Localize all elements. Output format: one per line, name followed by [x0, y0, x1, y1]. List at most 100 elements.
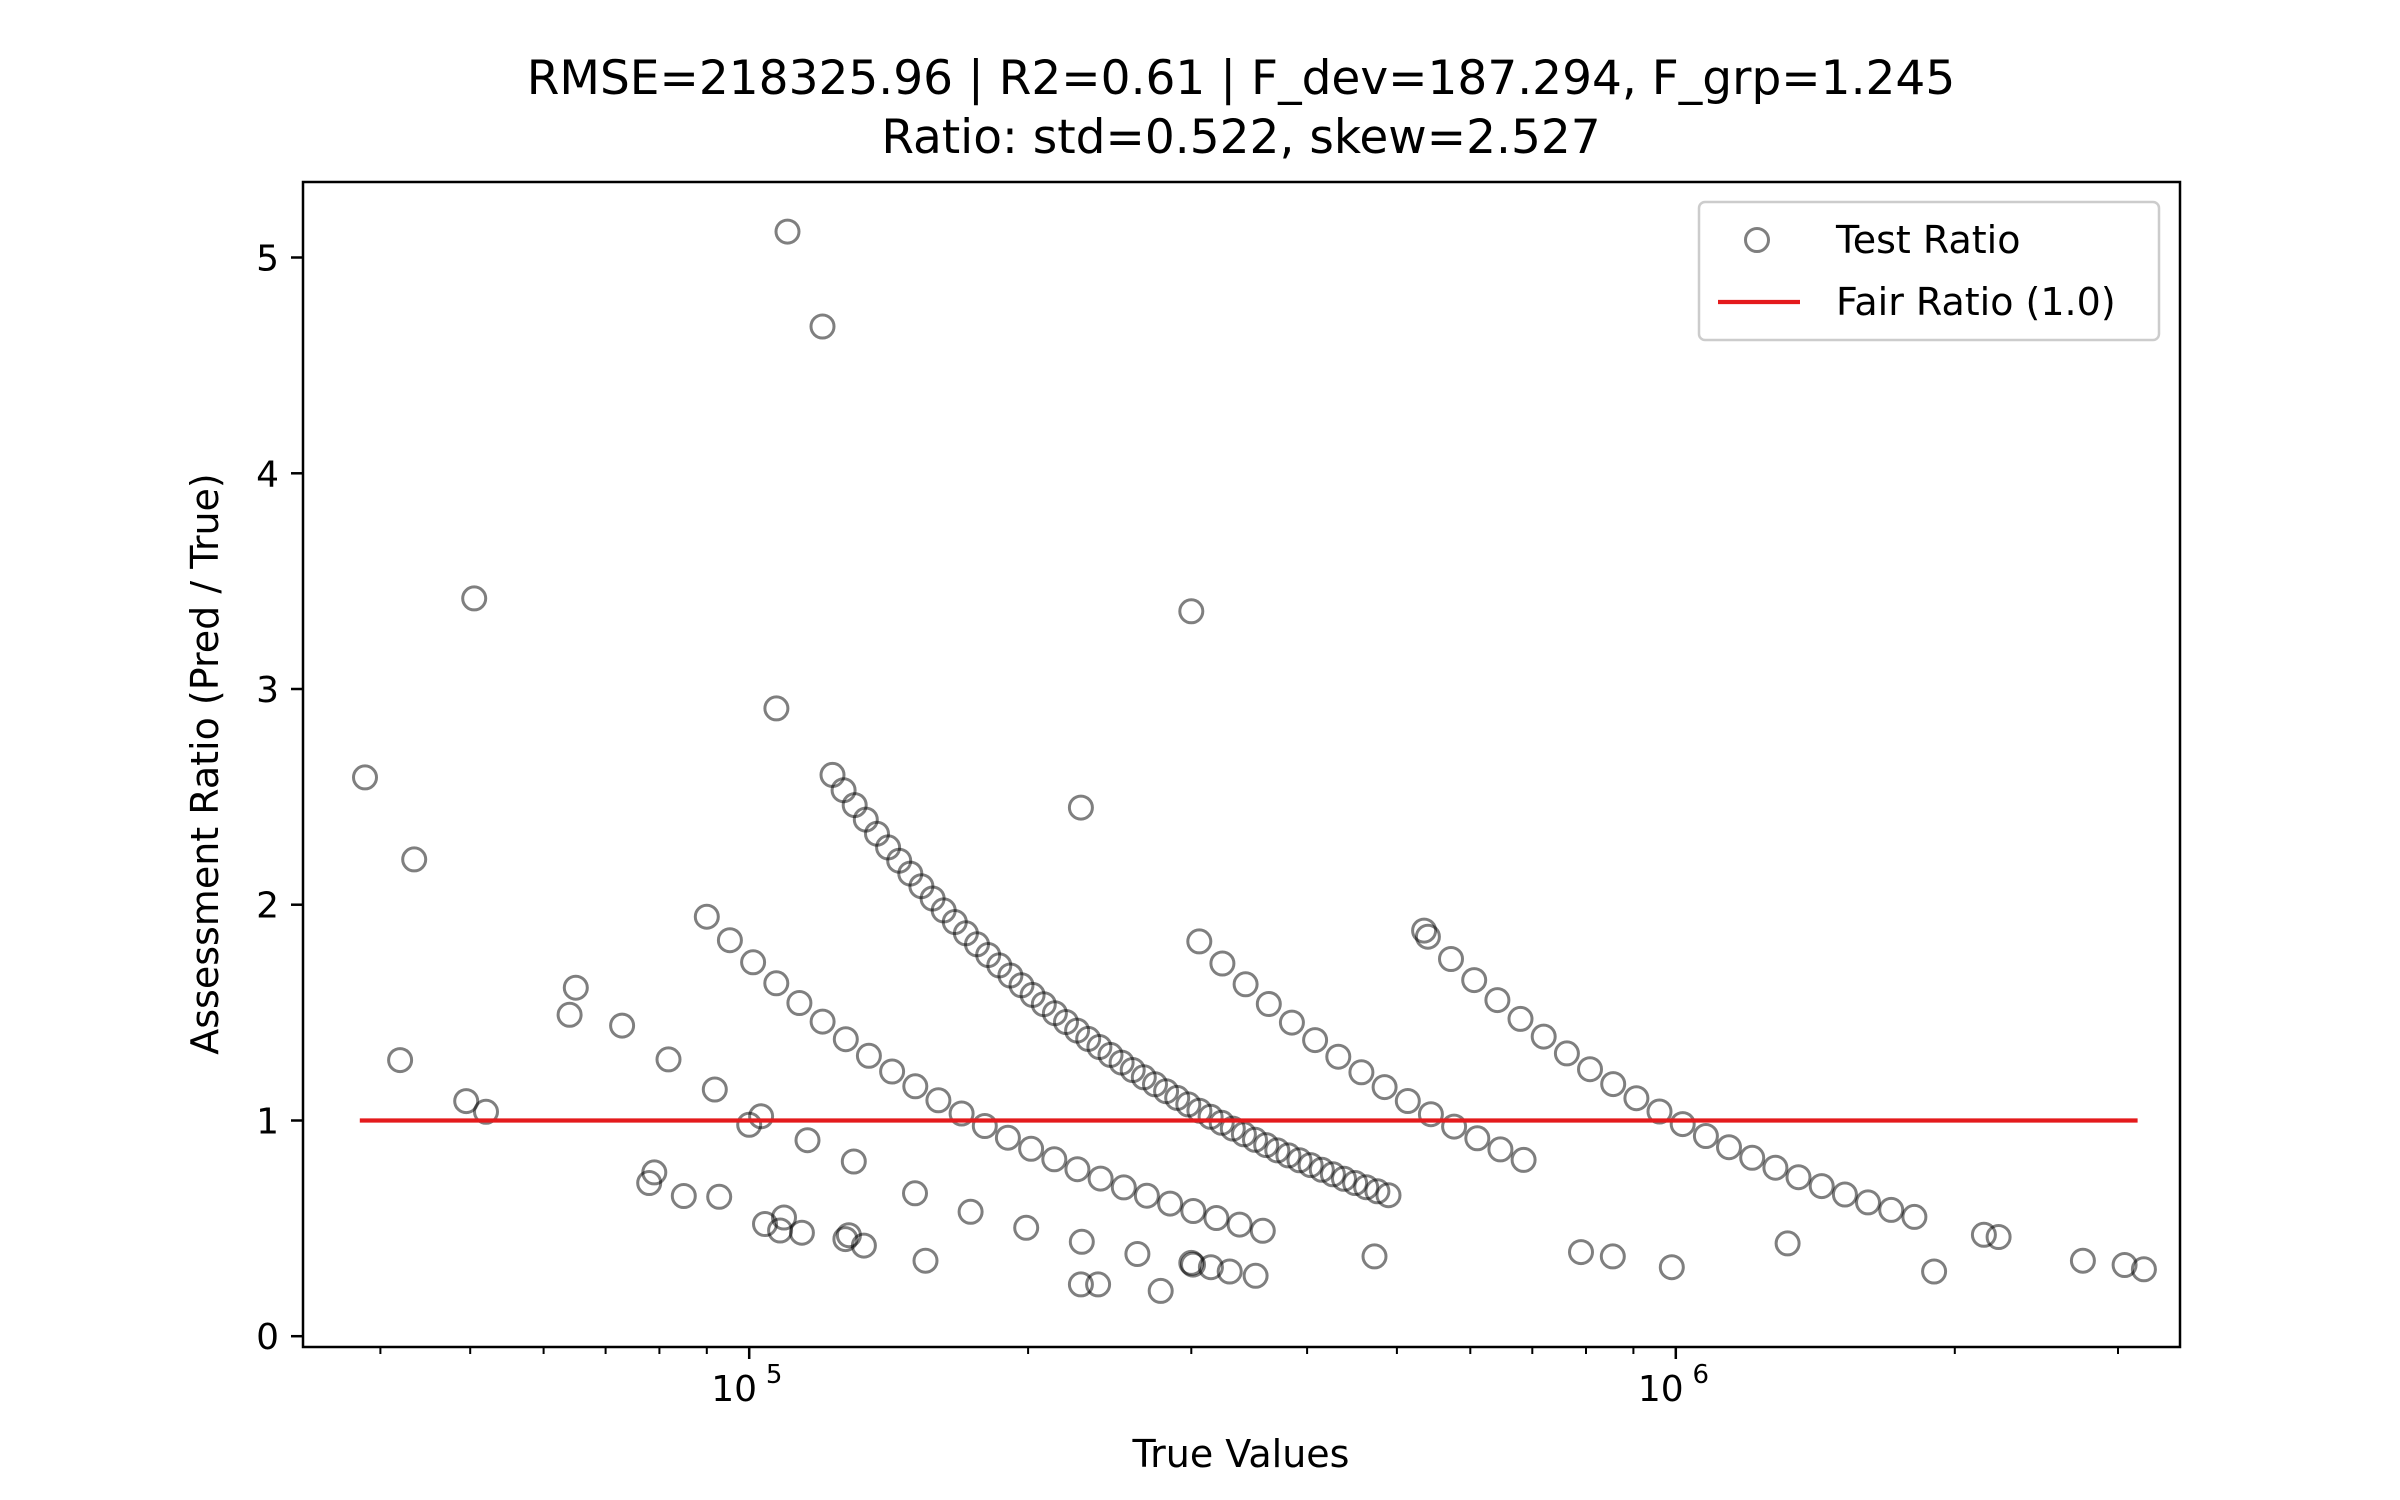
data-point	[1646, 1098, 1673, 1125]
data-point	[1249, 1217, 1276, 1244]
data-point	[1364, 1178, 1391, 1205]
data-point	[840, 1148, 867, 1175]
data-point	[1921, 1258, 1948, 1285]
data-point	[2130, 1256, 2157, 1283]
chart-subtitle: Ratio: std=0.522, skew=2.527	[881, 110, 1600, 165]
data-point	[352, 764, 378, 791]
data-point	[670, 1183, 697, 1209]
data-point	[1361, 1243, 1388, 1270]
data-point	[902, 1180, 928, 1207]
data-point	[1438, 946, 1464, 972]
y-axis: 0 1 2 3 4 5	[256, 239, 303, 1358]
data-point	[850, 1232, 877, 1259]
data-point	[925, 1087, 952, 1114]
data-point	[1785, 1164, 1812, 1191]
data-point	[1878, 1196, 1905, 1223]
data-point	[387, 1047, 414, 1074]
data-point	[794, 1127, 821, 1154]
data-point	[1041, 1146, 1068, 1173]
legend-label-test-ratio: Test Ratio	[1835, 218, 2020, 262]
data-point	[809, 313, 836, 340]
data-point	[1739, 1144, 1766, 1171]
data-point	[957, 1198, 984, 1225]
data-point	[1186, 928, 1213, 955]
plot-frame	[301, 180, 2182, 1349]
data-point	[1157, 1190, 1184, 1217]
data-point	[556, 1001, 583, 1028]
data-point	[1394, 1088, 1421, 1114]
data-point	[1831, 1181, 1858, 1208]
data-point	[453, 1088, 480, 1115]
data-point	[1018, 1135, 1045, 1162]
data-point	[1371, 1074, 1398, 1101]
data-point	[609, 1012, 636, 1039]
y-axis-label: Assessment Ratio (Pred / True)	[183, 473, 227, 1055]
data-point	[1762, 1154, 1789, 1181]
data-point	[1209, 950, 1236, 977]
x-tick-label: 10	[711, 1369, 757, 1410]
data-point	[1110, 1174, 1137, 1201]
data-point	[1600, 1071, 1627, 1098]
data-point	[1510, 1146, 1537, 1173]
x-tick-label-exponent: 5	[766, 1360, 783, 1390]
data-point	[809, 1008, 836, 1035]
data-point	[855, 1042, 882, 1069]
data-point	[562, 974, 589, 1001]
data-point	[636, 1170, 663, 1196]
data-point	[1197, 1254, 1224, 1281]
data-point	[2069, 1247, 2096, 1274]
data-point	[1855, 1189, 1881, 1216]
data-point	[902, 1073, 929, 1100]
data-point	[752, 1211, 778, 1237]
data-point	[1180, 1251, 1206, 1278]
data-point	[1255, 991, 1282, 1017]
data-point	[786, 990, 813, 1016]
data-point	[1178, 598, 1205, 625]
y-tick-label: 4	[256, 454, 279, 495]
data-point	[1970, 1221, 1997, 1248]
data-point	[1808, 1173, 1835, 1200]
scatter-points	[352, 218, 2157, 1304]
legend-label-fair-ratio: Fair Ratio (1.0)	[1836, 280, 2116, 324]
data-point	[1297, 1152, 1324, 1179]
data-point	[716, 927, 743, 954]
data-point	[1064, 1156, 1091, 1183]
chart-title: RMSE=218325.96 | R2=0.61 | F_dev=187.294…	[527, 51, 1955, 106]
data-point	[1658, 1254, 1685, 1281]
data-point	[1414, 923, 1441, 950]
data-point	[1577, 1056, 1603, 1083]
data-point	[736, 1111, 763, 1138]
data-point	[1331, 1165, 1357, 1192]
x-tick-label: 10	[1638, 1369, 1684, 1410]
data-point	[774, 218, 801, 245]
legend: Test Ratio Fair Ratio (1.0)	[1697, 200, 2161, 342]
data-point	[879, 1058, 906, 1085]
data-point	[1692, 1123, 1719, 1149]
data-point	[1623, 1085, 1650, 1112]
data-point	[1985, 1224, 2012, 1250]
data-point	[1203, 1205, 1230, 1231]
data-point	[1087, 1165, 1114, 1192]
y-tick-label: 2	[256, 886, 279, 927]
legend-box	[1697, 200, 2161, 342]
data-point	[1178, 1249, 1205, 1276]
data-point	[1901, 1203, 1928, 1230]
data-point	[693, 903, 720, 930]
data-point	[948, 1100, 975, 1127]
data-point	[1441, 1113, 1468, 1140]
data-point	[1180, 1198, 1207, 1224]
data-point	[1068, 1228, 1095, 1255]
data-point	[788, 1219, 815, 1246]
x-tick-label-exponent: 6	[1693, 1360, 1710, 1390]
data-point	[971, 1113, 998, 1139]
data-point	[1216, 1258, 1243, 1285]
data-point	[763, 970, 790, 997]
data-point	[1147, 1277, 1174, 1304]
data-point	[1568, 1239, 1594, 1266]
data-point	[461, 585, 488, 612]
data-point	[1599, 1243, 1626, 1270]
data-point	[401, 846, 428, 873]
data-point	[1464, 1125, 1491, 1152]
data-point	[1232, 971, 1259, 998]
data-point	[701, 1076, 728, 1103]
